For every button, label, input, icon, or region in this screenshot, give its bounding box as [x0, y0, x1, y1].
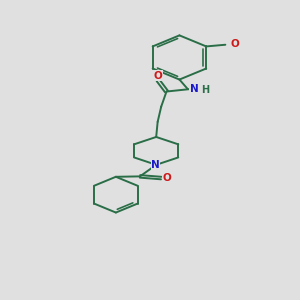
Text: N: N: [190, 84, 199, 94]
Text: O: O: [163, 173, 172, 183]
Text: H: H: [201, 85, 209, 94]
Text: O: O: [230, 39, 239, 49]
Text: O: O: [154, 71, 163, 81]
Text: N: N: [151, 160, 160, 170]
